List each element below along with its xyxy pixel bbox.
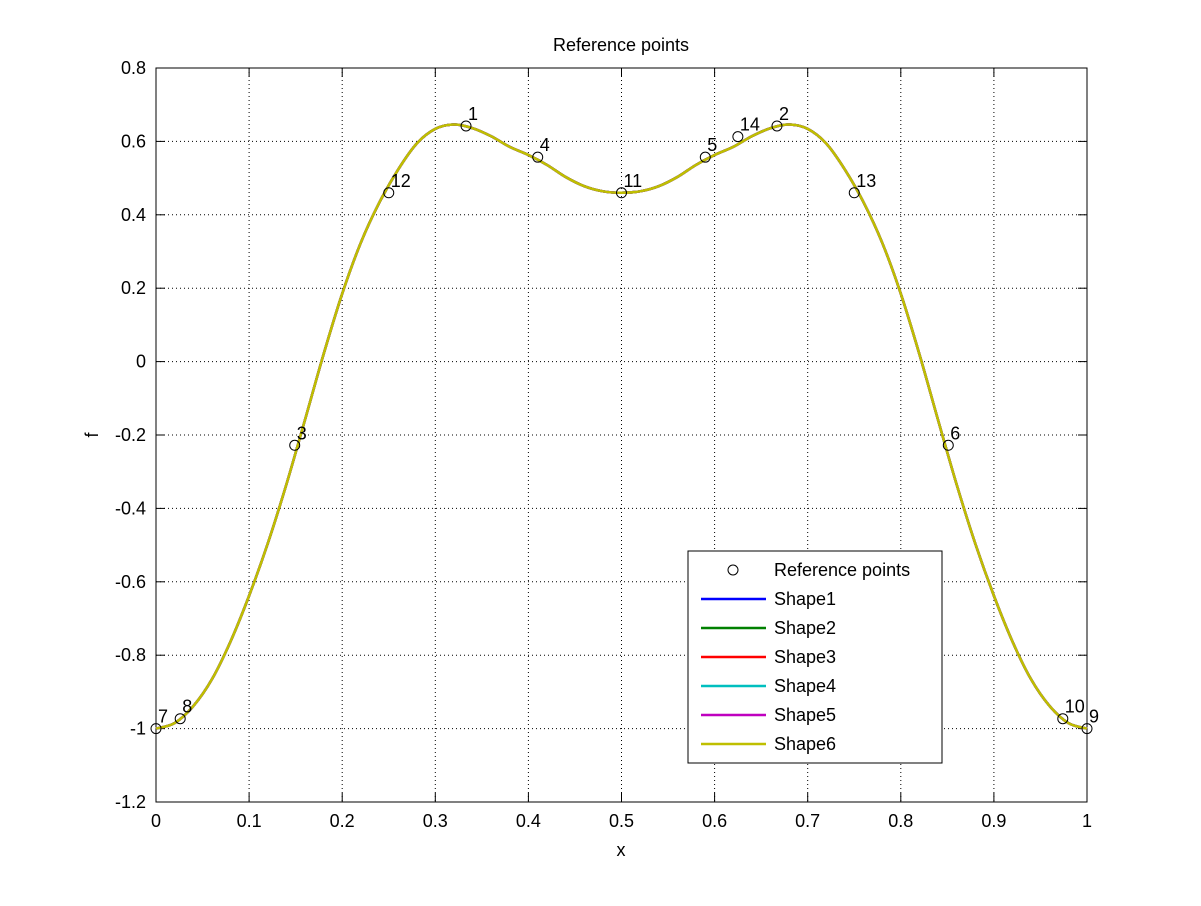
reference-point-marker (732, 131, 744, 143)
reference-point-marker (460, 120, 472, 132)
reference-point-label: 3 (297, 423, 307, 443)
y-tick-label: 0.2 (121, 278, 146, 298)
legend-label-shape3: Shape3 (774, 647, 836, 667)
x-axis-label: x (617, 840, 626, 860)
x-tick-label: 0.8 (888, 811, 913, 831)
reference-point-label: 14 (740, 115, 760, 135)
y-tick-label: -0.8 (115, 645, 146, 665)
series-line-shape1 (155, 123, 1088, 730)
legend-label-shape4: Shape4 (774, 676, 836, 696)
reference-point-label: 4 (540, 135, 550, 155)
axis-ticks: 0 0.1 0.2 0.3 0.4 0.5 0.6 0.7 0.8 0.9 1 -1.2 -1 -0.8 -… (115, 58, 1092, 831)
reference-point-label: 12 (391, 171, 411, 191)
series-line-shape5 (155, 123, 1088, 730)
reference-point-label: 11 (624, 171, 643, 191)
series-line-shape6 (155, 123, 1088, 730)
reference-point-marker (771, 120, 783, 132)
series-line-shape2 (155, 123, 1088, 730)
x-tick-label: 0.9 (981, 811, 1006, 831)
y-tick-label: 0.8 (121, 58, 146, 78)
x-tick-label: 0.1 (237, 811, 262, 831)
x-tick-label: 1 (1082, 811, 1092, 831)
reference-point-marker (150, 723, 162, 735)
y-tick-label: 0.4 (121, 205, 146, 225)
y-tick-label: -0.2 (115, 425, 146, 445)
legend-label-reference-points: Reference points (774, 560, 910, 580)
x-tick-label: 0 (151, 811, 161, 831)
reference-point-marker (1057, 713, 1069, 725)
reference-point-label: 8 (182, 697, 192, 717)
reference-point-marker (1081, 723, 1093, 735)
legend-label-shape2: Shape2 (774, 618, 836, 638)
legend: Reference points Shape1 Shape2 Shape3 Shape4… (687, 550, 943, 764)
series-line-shape3 (155, 123, 1088, 730)
series-curves (155, 123, 1088, 730)
reference-point-marker (848, 187, 860, 199)
reference-point-label: 1 (468, 104, 478, 124)
reference-point-label: 9 (1089, 707, 1099, 727)
reference-point-label: 5 (707, 135, 717, 155)
reference-point-marker (289, 439, 301, 451)
series-line-shape4 (155, 123, 1088, 730)
y-tick-label: 0.6 (121, 131, 146, 151)
legend-label-shape6: Shape6 (774, 734, 836, 754)
y-tick-label: -0.4 (115, 498, 146, 518)
x-tick-label: 0.4 (516, 811, 541, 831)
y-tick-label: -1 (130, 719, 146, 739)
legend-label-shape1: Shape1 (774, 589, 836, 609)
x-tick-label: 0.3 (423, 811, 448, 831)
y-axis-label: f (82, 432, 102, 438)
legend-marker-reference-points (727, 564, 739, 576)
reference-point-marker (616, 187, 627, 199)
reference-point-label: 2 (779, 104, 789, 124)
reference-point-label: 6 (950, 423, 960, 443)
y-tick-label: -1.2 (115, 792, 146, 812)
reference-point-marker (383, 187, 395, 199)
x-tick-label: 0.6 (702, 811, 727, 831)
reference-point-marker (532, 151, 544, 163)
x-tick-label: 0.2 (330, 811, 355, 831)
x-tick-label: 0.7 (795, 811, 820, 831)
legend-label-shape5: Shape5 (774, 705, 836, 725)
y-tick-label: -0.6 (115, 572, 146, 592)
reference-point-label: 7 (158, 707, 168, 727)
x-tick-label: 0.5 (609, 811, 634, 831)
reference-point-marker (699, 151, 711, 163)
grid (156, 68, 1087, 802)
reference-point-marker (942, 439, 954, 451)
reference-point-label: 10 (1065, 697, 1085, 717)
plot-frame (155, 67, 1088, 803)
reference-point-marker (174, 713, 186, 725)
reference-point-label: 13 (856, 171, 876, 191)
y-tick-label: 0 (136, 352, 146, 372)
chart-title: Reference points (553, 35, 689, 55)
